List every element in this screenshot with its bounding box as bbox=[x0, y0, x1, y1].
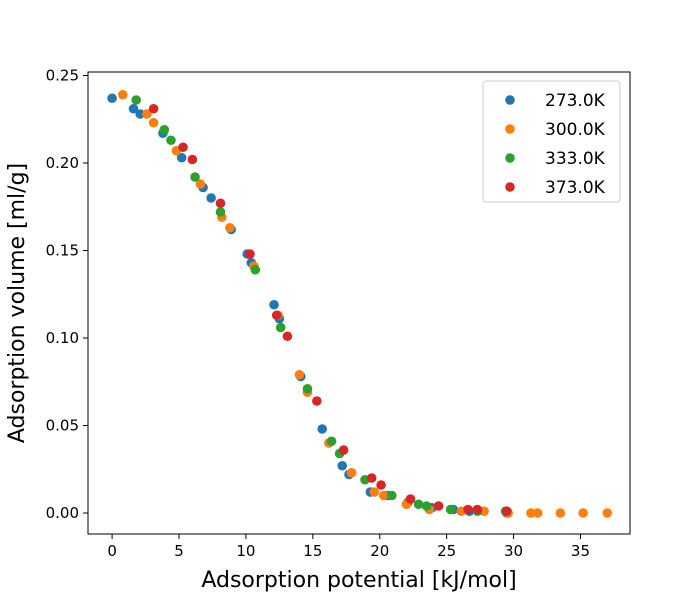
data-point bbox=[312, 396, 322, 406]
y-tick-label: 0.10 bbox=[46, 329, 79, 347]
data-point bbox=[148, 103, 159, 114]
data-point bbox=[250, 264, 261, 275]
plot-frame bbox=[87, 71, 631, 535]
data-point bbox=[378, 490, 389, 501]
data-point bbox=[326, 436, 337, 447]
data-point bbox=[445, 504, 456, 515]
x-tick-label: 15 bbox=[303, 542, 322, 560]
data-point bbox=[472, 504, 483, 515]
data-point bbox=[602, 508, 613, 518]
data-point bbox=[107, 93, 117, 104]
data-point bbox=[526, 508, 536, 518]
x-tick-label: 10 bbox=[236, 542, 255, 560]
data-point bbox=[176, 152, 187, 163]
data-point bbox=[131, 95, 141, 105]
x-tick-label: 30 bbox=[504, 542, 523, 560]
data-point bbox=[117, 89, 128, 100]
legend-marker bbox=[505, 124, 515, 134]
x-tick-label: 0 bbox=[107, 542, 117, 560]
data-point bbox=[166, 135, 176, 146]
data-point bbox=[294, 369, 305, 380]
data-point bbox=[135, 109, 145, 119]
data-point bbox=[195, 179, 206, 189]
data-point bbox=[502, 506, 512, 517]
y-tick-label: 0.05 bbox=[46, 417, 79, 435]
data-point bbox=[317, 424, 327, 434]
data-point bbox=[225, 222, 235, 233]
y-tick-label: 0.25 bbox=[46, 67, 79, 85]
data-point bbox=[282, 331, 293, 342]
ticks-layer: 0 5 10 15 20 25 30 35 0.00 0.05 0.10 0.15 0.20 0.25 bbox=[46, 67, 590, 561]
data-point bbox=[159, 124, 170, 135]
data-point bbox=[421, 501, 432, 511]
x-tick-label: 25 bbox=[437, 542, 456, 560]
legend-marker bbox=[505, 182, 515, 192]
series-373-0k bbox=[148, 103, 512, 517]
data-point bbox=[578, 508, 588, 518]
data-point bbox=[190, 172, 200, 182]
data-point bbox=[271, 310, 282, 321]
x-tick-label: 5 bbox=[174, 542, 184, 560]
points-layer bbox=[107, 89, 613, 518]
data-point bbox=[302, 383, 313, 394]
legend-label: 333.0K bbox=[545, 149, 606, 169]
x-axis-label: Adsorption potential [kJ/mol] bbox=[201, 568, 516, 593]
data-point bbox=[206, 193, 216, 203]
data-point bbox=[245, 249, 255, 259]
y-axis-label: Adsorption volume [ml/g] bbox=[5, 163, 30, 443]
y-tick-label: 0.20 bbox=[46, 154, 79, 172]
data-point bbox=[376, 480, 386, 490]
data-point bbox=[128, 103, 139, 114]
data-point bbox=[338, 445, 349, 455]
data-point bbox=[346, 467, 357, 478]
data-point bbox=[463, 504, 473, 515]
y-tick-label: 0.00 bbox=[46, 504, 79, 522]
legend-marker bbox=[505, 95, 515, 105]
legend-label: 273.0K bbox=[545, 91, 606, 111]
data-point bbox=[413, 499, 424, 510]
data-point bbox=[187, 154, 198, 165]
data-point bbox=[215, 207, 226, 217]
data-point bbox=[269, 299, 279, 310]
data-point bbox=[142, 109, 152, 119]
legend: 273.0K 300.0K 333.0K 373.0K bbox=[482, 80, 621, 203]
data-point bbox=[215, 198, 226, 209]
legend-frame bbox=[482, 80, 621, 203]
data-point bbox=[386, 490, 397, 501]
legend-label: 300.0K bbox=[545, 120, 606, 140]
data-point bbox=[178, 142, 188, 153]
data-point bbox=[275, 322, 286, 333]
data-point bbox=[433, 501, 444, 511]
data-point bbox=[532, 508, 543, 518]
legend-marker bbox=[505, 153, 515, 163]
data-point bbox=[369, 487, 380, 497]
data-point bbox=[366, 473, 377, 483]
data-point bbox=[337, 460, 348, 471]
x-tick-label: 35 bbox=[571, 542, 590, 560]
x-tick-label: 20 bbox=[370, 542, 389, 560]
data-point bbox=[555, 508, 566, 518]
y-tick-label: 0.15 bbox=[46, 242, 79, 260]
legend-label: 373.0K bbox=[545, 178, 606, 198]
data-point bbox=[148, 117, 159, 128]
data-point bbox=[405, 494, 416, 504]
